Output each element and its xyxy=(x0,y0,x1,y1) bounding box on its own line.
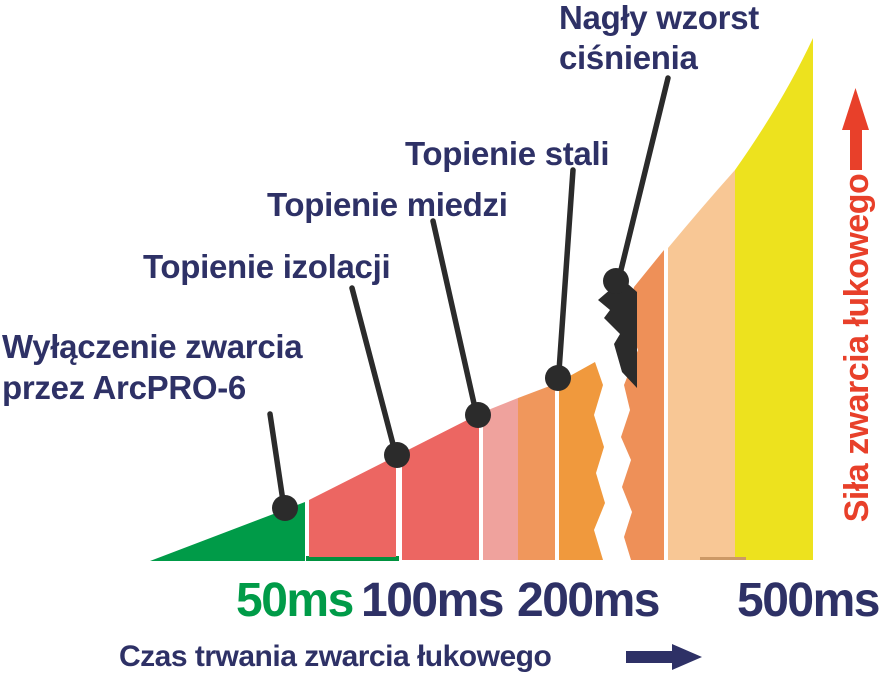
marker-dot-copper xyxy=(465,402,491,428)
leader-line-copper xyxy=(430,218,478,411)
segment-salmon-a xyxy=(309,456,396,557)
marker-dot-insulation xyxy=(384,442,410,468)
leader-line-arcpro xyxy=(267,411,286,504)
leader-lines xyxy=(267,75,671,504)
callout-insulation: Topienie izolacji xyxy=(143,248,391,285)
segment-pink xyxy=(483,398,518,560)
pressure-crack-icon xyxy=(598,284,637,388)
event-markers xyxy=(272,268,629,521)
segment-orange-dark-left-of-tear xyxy=(559,362,605,560)
x-tick-200ms: 200ms xyxy=(517,574,660,627)
y-axis-title: Siła zwarcia łukowego xyxy=(838,173,876,523)
leader-line-insulation xyxy=(349,285,397,451)
callout-copper: Topienie miedzi xyxy=(267,186,508,223)
force-axis-arrow-icon xyxy=(842,88,869,170)
callout-arcpro: Wyłączenie zwarcia przez ArcPRO-6 xyxy=(2,326,303,408)
x-tick-50ms: 50ms xyxy=(236,574,354,627)
leader-line-pressure xyxy=(617,75,671,277)
marker-dot-pressure xyxy=(603,268,629,294)
leader-line-steel xyxy=(556,167,576,374)
callout-arcpro-line2: przez ArcPRO-6 xyxy=(2,369,246,406)
tan-baseline-strip xyxy=(700,557,746,560)
segment-salmon-b xyxy=(402,414,479,560)
callout-steel: Topienie stali xyxy=(405,135,610,172)
time-axis-arrow-icon xyxy=(626,644,702,670)
green-baseline-strip xyxy=(306,556,399,561)
marker-dot-arcpro xyxy=(272,495,298,521)
x-tick-500ms: 500ms xyxy=(737,574,880,627)
x-axis-title: Czas trwania zwarcia łukowego xyxy=(119,640,552,673)
segment-orange-light xyxy=(518,384,555,560)
callout-pressure-line2: ciśnienia xyxy=(559,39,698,76)
marker-dot-steel xyxy=(545,365,571,391)
callout-arcpro-line1: Wyłączenie zwarcia xyxy=(2,328,303,365)
x-tick-100ms: 100ms xyxy=(361,574,504,627)
segment-peach xyxy=(668,170,735,560)
segment-green-arcpro xyxy=(150,502,305,561)
callout-pressure-line1: Nagły wzorst xyxy=(559,0,759,36)
segment-yellow xyxy=(735,38,813,560)
callout-pressure: Nagły wzorst ciśnienia xyxy=(559,0,759,78)
